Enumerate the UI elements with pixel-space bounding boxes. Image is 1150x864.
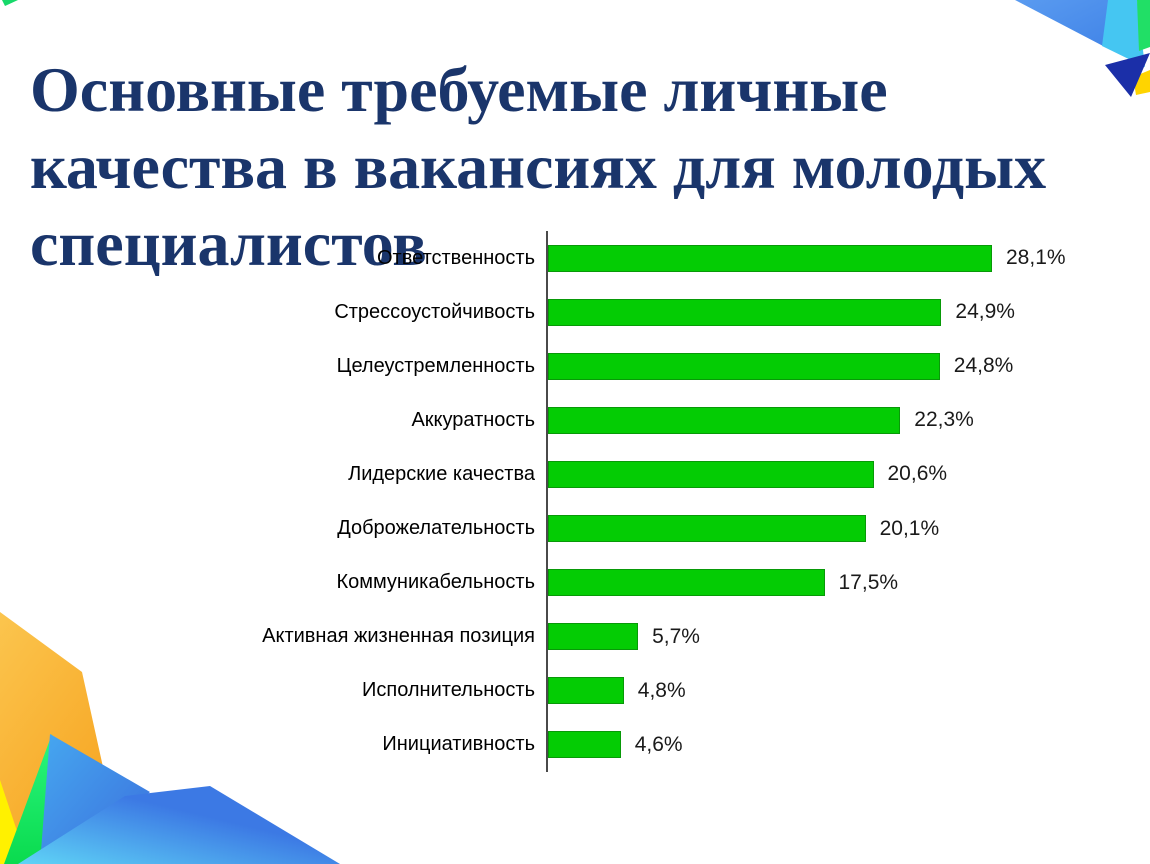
chart-row: Лидерские качества 20,6%	[0, 447, 1150, 501]
bar-value: 4,8%	[637, 678, 686, 702]
bar-label: Целеустремленность	[336, 354, 535, 377]
green-triangle	[1137, 0, 1150, 51]
bar	[548, 352, 940, 380]
bar-value: 28,1%	[1006, 246, 1066, 270]
cyan-triangle	[1102, 0, 1145, 67]
bar-label: Стрессоустойчивость	[334, 300, 535, 323]
bar	[548, 244, 992, 272]
bar	[548, 298, 942, 326]
bar	[548, 406, 901, 434]
bar-label: Лидерские качества	[348, 462, 535, 485]
bar	[548, 731, 621, 759]
blue-triangle	[1015, 0, 1110, 47]
bar-value: 24,9%	[955, 300, 1015, 324]
bar-group: 24,9%	[548, 298, 1015, 326]
bar-group: 28,1%	[548, 244, 1066, 272]
bar-label: Активная жизненная позиция	[262, 625, 535, 648]
bar-value: 4,6%	[634, 732, 683, 756]
bar-label: Ответственность	[377, 246, 535, 269]
bar-group: 4,6%	[548, 731, 683, 759]
navy-triangle	[1105, 53, 1150, 97]
bar-group: 24,8%	[548, 352, 1014, 380]
bar-group: 17,5%	[548, 569, 899, 597]
bar-label: Инициативность	[382, 733, 535, 756]
chart-row: Стрессоустойчивость 24,9%	[0, 285, 1150, 339]
chart-row: Целеустремленность 24,8%	[0, 339, 1150, 393]
corner-accent-top-left	[2, 0, 18, 6]
chart-row: Инициативность 4,6%	[0, 718, 1150, 772]
chart-axis	[546, 231, 548, 772]
bar	[548, 515, 866, 543]
bar-group: 20,1%	[548, 515, 940, 543]
chart-row: Аккуратность 22,3%	[0, 393, 1150, 447]
bar	[548, 569, 825, 597]
bar-group: 5,7%	[548, 623, 700, 651]
chart-row: Активная жизненная позиция 5,7%	[0, 610, 1150, 664]
bar-label: Коммуникабельность	[336, 571, 535, 594]
bar-group: 22,3%	[548, 406, 974, 434]
bar-label: Аккуратность	[411, 408, 535, 431]
bar-value: 17,5%	[838, 570, 899, 594]
green-sliver-shape	[2, 0, 18, 6]
bar	[548, 677, 624, 705]
chart-rows: Ответственность 28,1% Стрессоустойчивость 2…	[0, 231, 1150, 772]
bar-value: 22,3%	[914, 408, 974, 432]
bar-value: 20,1%	[879, 516, 940, 540]
chart-row: Ответственность 28,1%	[0, 231, 1150, 285]
bar-value: 5,7%	[652, 624, 700, 648]
chart-row: Исполнительность 4,8%	[0, 664, 1150, 718]
blue-mountain-polygon	[18, 786, 340, 864]
bar-value: 20,6%	[887, 462, 948, 486]
ornament-bottom-left	[0, 612, 340, 864]
chart-row: Коммуникабельность 17,5%	[0, 556, 1150, 610]
slide-title: Основные требуемые личные качества в вак…	[30, 53, 1047, 279]
bar-label: Исполнительность	[361, 679, 535, 702]
bar	[548, 460, 874, 488]
chart-row: Доброжелательность 20,1%	[0, 501, 1150, 555]
blue-peak-triangle	[40, 734, 150, 864]
bar-group: 20,6%	[548, 460, 948, 488]
bar-label: Доброжелательность	[337, 517, 535, 540]
bar-value: 24,8%	[953, 354, 1014, 378]
bar-group: 4,8%	[548, 677, 686, 705]
bar-chart: Ответственность 28,1% Стрессоустойчивость 2…	[0, 231, 1150, 772]
ornament-top-right	[1015, 0, 1150, 97]
bar	[548, 623, 639, 651]
